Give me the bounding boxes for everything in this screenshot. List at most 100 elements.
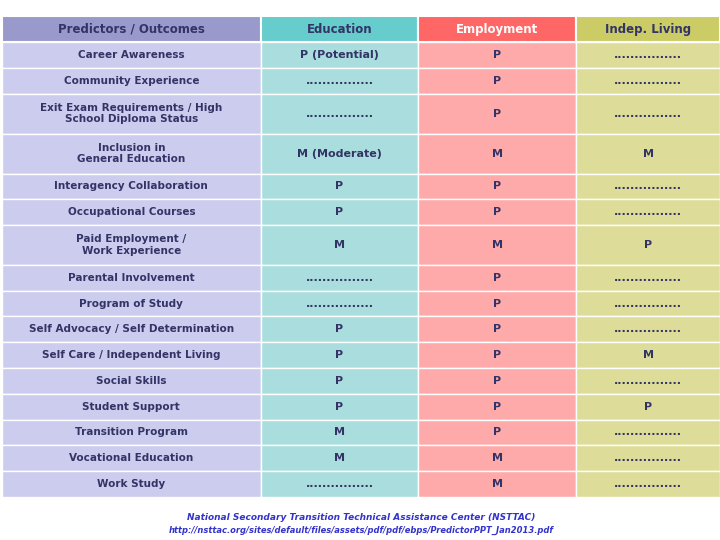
Text: M: M	[492, 148, 503, 159]
Text: M: M	[334, 240, 345, 250]
Text: Social Skills: Social Skills	[96, 376, 166, 386]
FancyBboxPatch shape	[577, 173, 720, 199]
FancyBboxPatch shape	[577, 471, 720, 497]
FancyBboxPatch shape	[577, 225, 720, 265]
Text: ................: ................	[305, 299, 374, 308]
Text: P: P	[644, 402, 652, 411]
Text: M: M	[492, 453, 503, 463]
Text: P: P	[493, 325, 502, 334]
Text: Work Study: Work Study	[97, 479, 166, 489]
FancyBboxPatch shape	[2, 291, 261, 316]
FancyBboxPatch shape	[418, 173, 577, 199]
FancyBboxPatch shape	[577, 420, 720, 446]
Text: P (Potential): P (Potential)	[300, 50, 379, 60]
FancyBboxPatch shape	[2, 446, 261, 471]
Text: ................: ................	[614, 181, 683, 191]
Text: P: P	[336, 181, 343, 191]
Text: ................: ................	[614, 109, 683, 119]
Text: ................: ................	[614, 376, 683, 386]
Text: M (Moderate): M (Moderate)	[297, 148, 382, 159]
FancyBboxPatch shape	[577, 342, 720, 368]
Text: ................: ................	[614, 479, 683, 489]
Text: Interagency Collaboration: Interagency Collaboration	[55, 181, 208, 191]
Text: M: M	[492, 240, 503, 250]
FancyBboxPatch shape	[418, 133, 577, 173]
Text: P: P	[336, 325, 343, 334]
FancyBboxPatch shape	[577, 446, 720, 471]
Text: Student Support: Student Support	[83, 402, 180, 411]
FancyBboxPatch shape	[418, 42, 577, 68]
Text: Inclusion in
General Education: Inclusion in General Education	[77, 143, 186, 164]
Text: P: P	[493, 376, 502, 386]
FancyBboxPatch shape	[418, 420, 577, 446]
Text: M: M	[334, 427, 345, 437]
Text: Transition Program: Transition Program	[75, 427, 188, 437]
FancyBboxPatch shape	[261, 173, 418, 199]
FancyBboxPatch shape	[418, 368, 577, 394]
Text: Predictors / Outcomes: Predictors / Outcomes	[58, 23, 204, 36]
Text: Self Care / Independent Living: Self Care / Independent Living	[42, 350, 220, 360]
Text: Indep. Living: Indep. Living	[605, 23, 691, 36]
Text: M: M	[334, 453, 345, 463]
Text: P: P	[493, 427, 502, 437]
FancyBboxPatch shape	[2, 93, 261, 133]
FancyBboxPatch shape	[261, 368, 418, 394]
Text: P: P	[336, 376, 343, 386]
FancyBboxPatch shape	[418, 342, 577, 368]
FancyBboxPatch shape	[2, 394, 261, 420]
Text: ................: ................	[305, 273, 374, 283]
FancyBboxPatch shape	[418, 16, 577, 42]
FancyBboxPatch shape	[418, 265, 577, 291]
Text: P: P	[493, 273, 502, 283]
Text: Self Advocacy / Self Determination: Self Advocacy / Self Determination	[29, 325, 234, 334]
FancyBboxPatch shape	[261, 133, 418, 173]
FancyBboxPatch shape	[2, 173, 261, 199]
Text: ................: ................	[305, 76, 374, 86]
FancyBboxPatch shape	[2, 420, 261, 446]
FancyBboxPatch shape	[418, 291, 577, 316]
FancyBboxPatch shape	[261, 394, 418, 420]
Text: http://nsttac.org/sites/default/files/assets/pdf/pdf/ebps/PredictorPPT_Jan2013.p: http://nsttac.org/sites/default/files/as…	[168, 526, 554, 535]
FancyBboxPatch shape	[261, 93, 418, 133]
Text: M: M	[492, 479, 503, 489]
FancyBboxPatch shape	[577, 68, 720, 93]
FancyBboxPatch shape	[418, 199, 577, 225]
Text: P: P	[336, 207, 343, 217]
Text: P: P	[336, 350, 343, 360]
Text: Career Awareness: Career Awareness	[78, 50, 184, 60]
FancyBboxPatch shape	[261, 471, 418, 497]
Text: Occupational Courses: Occupational Courses	[68, 207, 195, 217]
Text: Parental Involvement: Parental Involvement	[68, 273, 194, 283]
FancyBboxPatch shape	[2, 265, 261, 291]
Text: ................: ................	[614, 273, 683, 283]
FancyBboxPatch shape	[261, 68, 418, 93]
FancyBboxPatch shape	[577, 199, 720, 225]
Text: P: P	[336, 402, 343, 411]
Text: M: M	[643, 148, 654, 159]
Text: P: P	[493, 109, 502, 119]
FancyBboxPatch shape	[577, 265, 720, 291]
Text: ................: ................	[614, 299, 683, 308]
Text: P: P	[493, 207, 502, 217]
FancyBboxPatch shape	[2, 225, 261, 265]
FancyBboxPatch shape	[2, 316, 261, 342]
FancyBboxPatch shape	[2, 42, 261, 68]
Text: ................: ................	[305, 479, 374, 489]
FancyBboxPatch shape	[577, 368, 720, 394]
Text: National Secondary Transition Technical Assistance Center (NSTTAC): National Secondary Transition Technical …	[187, 513, 535, 522]
Text: Vocational Education: Vocational Education	[69, 453, 194, 463]
FancyBboxPatch shape	[261, 225, 418, 265]
FancyBboxPatch shape	[2, 68, 261, 93]
FancyBboxPatch shape	[418, 471, 577, 497]
Text: P: P	[493, 50, 502, 60]
FancyBboxPatch shape	[577, 291, 720, 316]
Text: Program of Study: Program of Study	[79, 299, 184, 308]
FancyBboxPatch shape	[2, 368, 261, 394]
FancyBboxPatch shape	[261, 265, 418, 291]
Text: ................: ................	[305, 109, 374, 119]
FancyBboxPatch shape	[261, 291, 418, 316]
Text: P: P	[493, 402, 502, 411]
FancyBboxPatch shape	[577, 394, 720, 420]
Text: Employment: Employment	[456, 23, 539, 36]
FancyBboxPatch shape	[261, 316, 418, 342]
